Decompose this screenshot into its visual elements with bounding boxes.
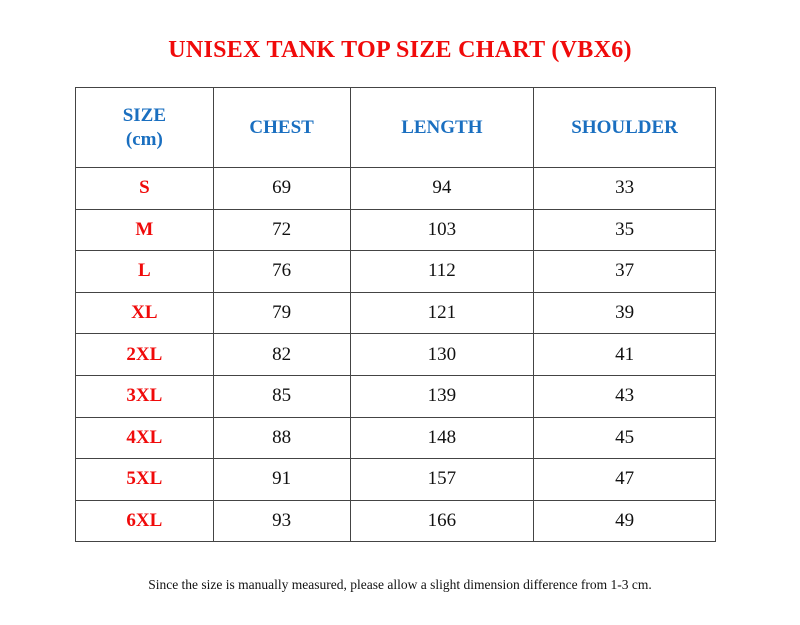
cell-length: 166 <box>349 499 535 543</box>
cell-size: L <box>75 250 214 293</box>
header-size-label: SIZE <box>122 104 167 126</box>
header-chest: CHEST <box>212 87 351 168</box>
cell-size: 6XL <box>75 499 214 543</box>
cell-length: 103 <box>349 208 535 252</box>
cell-chest: 69 <box>212 167 351 210</box>
cell-chest: 79 <box>212 291 351 335</box>
cell-chest: 76 <box>212 250 351 293</box>
table-row: 4XL 88 148 45 <box>75 416 716 460</box>
size-table: SIZE (cm) CHEST LENGTH SHOULDER S 69 94 33 M 7… <box>75 87 716 543</box>
cell-length: 112 <box>349 250 535 293</box>
cell-chest: 72 <box>212 208 351 252</box>
table-row: 2XL 82 130 41 <box>75 333 716 376</box>
table-row: S 69 94 33 <box>75 167 716 210</box>
cell-shoulder: 45 <box>533 416 716 460</box>
measurement-note: Since the size is manually measured, ple… <box>148 577 652 592</box>
cell-shoulder: 35 <box>533 208 716 252</box>
header-row: SIZE (cm) CHEST LENGTH SHOULDER <box>75 87 716 168</box>
chart-title: UNISEX TANK TOP SIZE CHART (VBX6) <box>168 37 632 63</box>
cell-length: 157 <box>349 458 535 501</box>
cell-shoulder: 39 <box>533 291 716 335</box>
cell-size: M <box>75 208 214 252</box>
cell-length: 94 <box>349 167 535 210</box>
table-row: 3XL 85 139 43 <box>75 374 716 418</box>
table-row: M 72 103 35 <box>75 208 716 252</box>
header-shoulder: SHOULDER <box>533 87 716 168</box>
cell-shoulder: 33 <box>533 167 716 210</box>
cell-chest: 88 <box>212 416 351 460</box>
table-row: L 76 112 37 <box>75 250 716 293</box>
cell-size: 4XL <box>75 416 214 460</box>
header-size-unit: (cm) <box>125 128 163 150</box>
header-size: SIZE (cm) <box>75 87 214 168</box>
cell-chest: 82 <box>212 333 351 376</box>
table-row: 5XL 91 157 47 <box>75 458 716 501</box>
header-length: LENGTH <box>349 87 535 168</box>
table-row: XL 79 121 39 <box>75 291 716 335</box>
cell-length: 148 <box>349 416 535 460</box>
cell-length: 130 <box>349 333 535 376</box>
cell-chest: 85 <box>212 374 351 418</box>
cell-shoulder: 47 <box>533 458 716 501</box>
cell-shoulder: 43 <box>533 374 716 418</box>
cell-size: XL <box>75 291 214 335</box>
cell-size: 3XL <box>75 374 214 418</box>
cell-length: 121 <box>349 291 535 335</box>
cell-size: 5XL <box>75 458 214 501</box>
cell-length: 139 <box>349 374 535 418</box>
cell-chest: 91 <box>212 458 351 501</box>
cell-chest: 93 <box>212 499 351 543</box>
cell-size: 2XL <box>75 333 214 376</box>
cell-shoulder: 41 <box>533 333 716 376</box>
cell-shoulder: 49 <box>533 499 716 543</box>
cell-size: S <box>75 167 214 210</box>
table-row: 6XL 93 166 49 <box>75 499 716 543</box>
cell-shoulder: 37 <box>533 250 716 293</box>
